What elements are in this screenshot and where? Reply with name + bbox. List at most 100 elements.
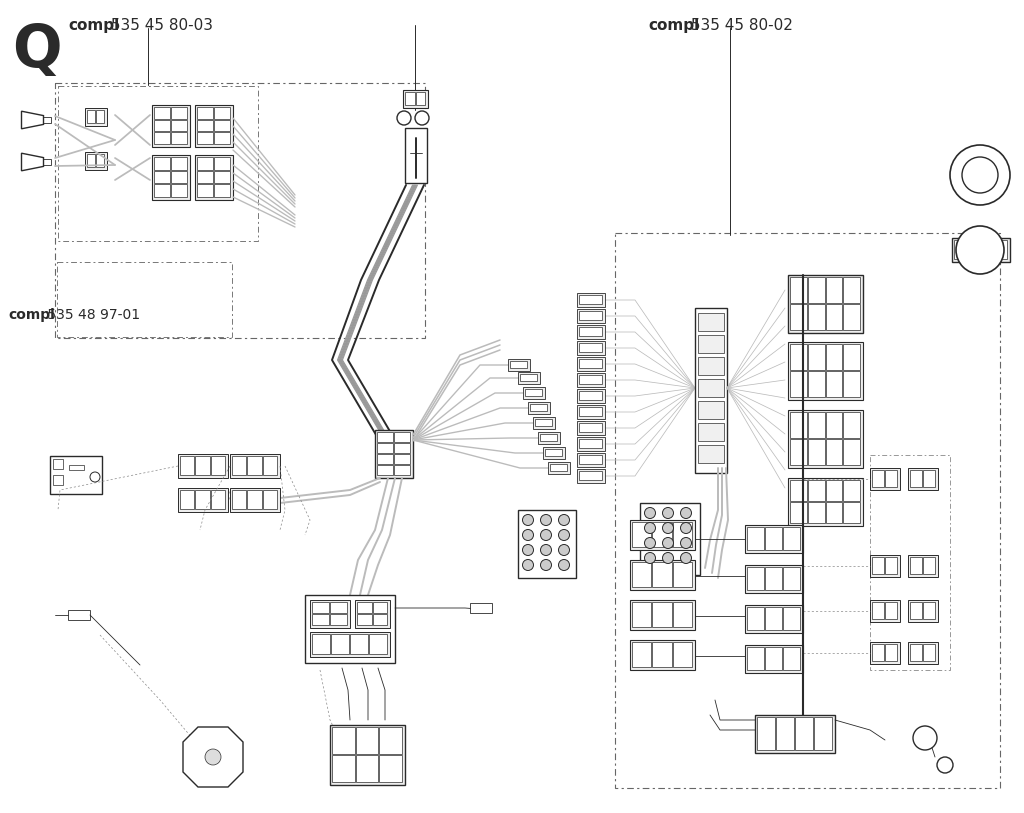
Bar: [745, 645, 803, 673]
Bar: [808, 502, 824, 523]
Circle shape: [644, 537, 655, 549]
Bar: [885, 602, 897, 619]
Bar: [579, 375, 602, 384]
Bar: [577, 389, 605, 403]
Bar: [843, 371, 860, 397]
Bar: [632, 522, 651, 547]
Bar: [808, 439, 824, 465]
Bar: [548, 462, 570, 474]
Circle shape: [644, 523, 655, 533]
Bar: [808, 412, 824, 438]
Bar: [746, 567, 764, 590]
Bar: [248, 456, 262, 475]
Bar: [910, 644, 922, 661]
Bar: [698, 445, 724, 463]
Bar: [870, 600, 900, 622]
Bar: [908, 600, 938, 622]
Bar: [330, 725, 406, 785]
Bar: [310, 632, 390, 657]
Bar: [990, 240, 1007, 259]
Bar: [310, 600, 350, 628]
Bar: [788, 410, 863, 468]
Bar: [885, 644, 897, 661]
Bar: [196, 456, 210, 475]
Bar: [195, 105, 233, 147]
Bar: [783, 567, 800, 590]
Bar: [373, 614, 387, 625]
Bar: [577, 437, 605, 451]
Bar: [214, 133, 230, 144]
Bar: [406, 128, 427, 183]
Bar: [923, 470, 935, 487]
Bar: [197, 107, 213, 119]
Bar: [248, 490, 262, 509]
Bar: [577, 405, 605, 419]
Bar: [788, 478, 863, 526]
Bar: [673, 562, 692, 587]
Bar: [178, 454, 228, 478]
Bar: [843, 412, 860, 438]
Bar: [843, 304, 860, 330]
Bar: [579, 439, 602, 448]
Bar: [214, 171, 230, 184]
Bar: [214, 107, 230, 119]
Bar: [330, 602, 347, 613]
Bar: [755, 715, 835, 753]
Bar: [171, 107, 187, 119]
Bar: [579, 423, 602, 432]
Bar: [579, 311, 602, 320]
Bar: [790, 412, 807, 438]
Circle shape: [558, 529, 569, 541]
Bar: [698, 401, 724, 419]
Bar: [872, 644, 884, 661]
Bar: [746, 647, 764, 670]
Bar: [923, 644, 935, 661]
Bar: [332, 755, 354, 782]
Circle shape: [205, 749, 221, 765]
Bar: [470, 603, 492, 613]
Bar: [230, 488, 280, 512]
Bar: [312, 602, 329, 613]
Text: Q: Q: [12, 22, 61, 79]
Text: 535 45 80-02: 535 45 80-02: [686, 18, 793, 33]
Bar: [630, 560, 695, 590]
Circle shape: [644, 507, 655, 519]
Bar: [152, 155, 190, 200]
Bar: [765, 607, 782, 630]
Bar: [972, 240, 989, 259]
Circle shape: [541, 545, 552, 555]
Text: compl: compl: [648, 18, 699, 33]
Bar: [825, 412, 843, 438]
Bar: [377, 443, 393, 453]
Bar: [171, 120, 187, 132]
Bar: [331, 634, 349, 654]
Bar: [197, 133, 213, 144]
Circle shape: [681, 507, 691, 519]
Bar: [673, 522, 692, 547]
Bar: [369, 634, 387, 654]
Bar: [814, 717, 831, 750]
Bar: [640, 503, 700, 575]
Bar: [197, 157, 213, 170]
Bar: [154, 157, 170, 170]
Bar: [579, 471, 602, 480]
Bar: [872, 557, 884, 574]
Bar: [87, 110, 95, 123]
Bar: [923, 557, 935, 574]
Bar: [843, 344, 860, 370]
Bar: [790, 344, 807, 370]
Bar: [579, 407, 602, 416]
Bar: [632, 562, 651, 587]
Bar: [171, 185, 187, 197]
Bar: [746, 607, 764, 630]
Bar: [96, 154, 104, 167]
Bar: [673, 602, 692, 627]
Bar: [908, 642, 938, 664]
Bar: [746, 527, 764, 550]
Circle shape: [956, 226, 1004, 274]
Bar: [211, 456, 225, 475]
Bar: [171, 171, 187, 184]
Circle shape: [522, 545, 534, 555]
Bar: [790, 304, 807, 330]
Bar: [350, 634, 368, 654]
